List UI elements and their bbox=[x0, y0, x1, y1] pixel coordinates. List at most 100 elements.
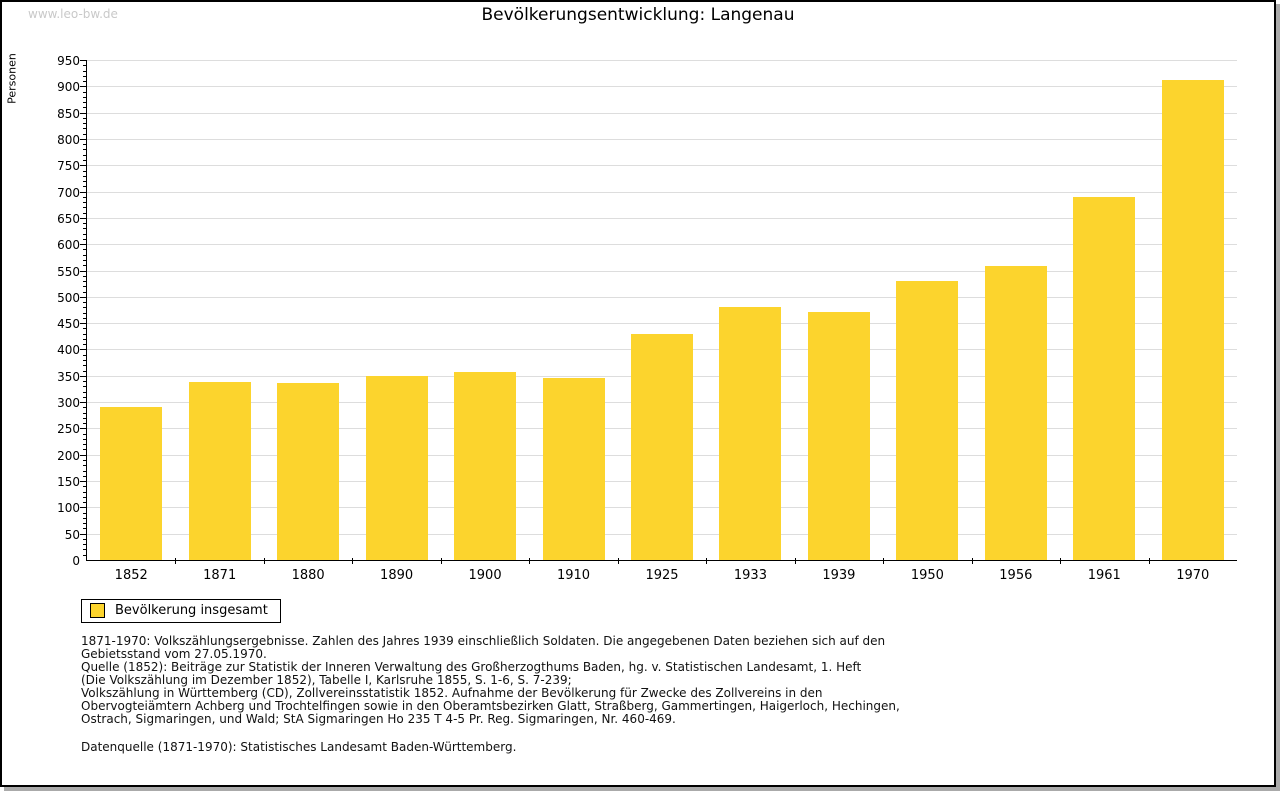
gridline bbox=[87, 138, 1237, 140]
y-tick-label: 100 bbox=[57, 501, 80, 516]
y-minor-tick bbox=[83, 223, 86, 225]
y-minor-tick bbox=[83, 370, 86, 372]
y-minor-tick bbox=[83, 365, 86, 367]
x-boundary-tick bbox=[706, 558, 708, 564]
bar-1970 bbox=[1161, 80, 1224, 560]
legend-swatch-icon bbox=[90, 603, 105, 618]
gridline bbox=[87, 244, 1237, 246]
y-minor-tick bbox=[83, 317, 86, 319]
x-boundary-tick bbox=[1060, 558, 1062, 564]
y-minor-tick bbox=[83, 554, 86, 556]
y-minor-tick bbox=[83, 133, 86, 135]
x-tick-label: 1933 bbox=[733, 568, 767, 583]
y-minor-tick bbox=[83, 123, 86, 125]
watermark: www.leo-bw.de bbox=[28, 7, 118, 21]
y-tick-label: 550 bbox=[57, 264, 80, 279]
y-minor-tick bbox=[83, 65, 86, 67]
y-minor-tick bbox=[83, 433, 86, 435]
y-major-tick bbox=[80, 323, 86, 325]
source-note-line: Ostrach, Sigmaringen, und Wald; StA Sigm… bbox=[81, 712, 676, 726]
plot-area: 1852 1871 1880 1890 1900 1910 1925 1933 1939 1950… bbox=[80, 60, 1237, 583]
y-major-tick bbox=[80, 402, 86, 404]
y-minor-tick bbox=[83, 181, 86, 183]
source-note-line: Gebietsstand vom 27.05.1970. bbox=[81, 647, 267, 661]
x-tick-label: 1956 bbox=[999, 568, 1033, 583]
y-minor-tick bbox=[83, 75, 86, 77]
x-tick-label: 1910 bbox=[556, 568, 591, 583]
x-tick-label: 1852 bbox=[114, 568, 148, 583]
y-minor-tick bbox=[83, 265, 86, 267]
y-minor-tick bbox=[83, 360, 86, 361]
source-note-line: Quelle (1852): Beiträge zur Statistik de… bbox=[81, 660, 862, 674]
y-minor-tick bbox=[83, 396, 86, 398]
y-minor-tick bbox=[83, 475, 86, 477]
y-minor-tick bbox=[83, 444, 86, 446]
x-tick-label: 1950 bbox=[910, 568, 944, 583]
source-note-line: 1871-1970: Volkszählungsergebnisse. Zahl… bbox=[81, 634, 886, 648]
y-major-tick bbox=[80, 481, 86, 483]
y-minor-tick bbox=[83, 512, 86, 514]
x-tick-label: 1961 bbox=[1087, 568, 1121, 583]
y-minor-tick bbox=[83, 344, 86, 346]
y-minor-tick bbox=[83, 175, 86, 177]
y-minor-tick bbox=[83, 465, 86, 467]
y-minor-tick bbox=[83, 302, 86, 304]
y-tick-label: 500 bbox=[57, 290, 80, 305]
y-minor-tick bbox=[83, 249, 86, 251]
gridline bbox=[87, 296, 1237, 298]
y-minor-tick bbox=[83, 117, 86, 119]
y-minor-tick bbox=[83, 538, 86, 540]
y-minor-tick bbox=[83, 528, 86, 530]
bar-1890 bbox=[365, 376, 428, 560]
gridline bbox=[87, 270, 1237, 272]
y-minor-tick bbox=[83, 417, 86, 419]
y-minor-tick bbox=[83, 307, 86, 309]
y-minor-tick bbox=[83, 233, 86, 235]
gridline bbox=[87, 217, 1237, 219]
y-minor-tick bbox=[83, 312, 86, 314]
y-minor-tick bbox=[83, 186, 86, 188]
y-minor-tick bbox=[83, 149, 86, 151]
y-tick-label: 350 bbox=[57, 369, 80, 384]
x-tick-label: 1890 bbox=[380, 568, 414, 583]
y-major-tick bbox=[80, 296, 86, 298]
y-tick-label: 300 bbox=[57, 396, 80, 411]
y-minor-tick bbox=[83, 144, 86, 146]
x-tick-label: 1925 bbox=[645, 568, 679, 583]
x-boundary-tick bbox=[175, 558, 177, 564]
y-minor-tick bbox=[83, 202, 86, 204]
y-tick-label: 650 bbox=[57, 211, 80, 226]
x-boundary-tick bbox=[352, 558, 354, 564]
bar-1910 bbox=[542, 378, 605, 560]
y-tick-label: 250 bbox=[57, 422, 80, 437]
source-note-line: Volkszählung in Württemberg (CD), Zollve… bbox=[81, 686, 823, 700]
y-tick-label: 0 bbox=[72, 554, 80, 568]
y-major-tick bbox=[80, 138, 86, 140]
x-boundary-tick bbox=[794, 558, 796, 564]
gridline bbox=[87, 86, 1237, 88]
y-minor-tick bbox=[83, 128, 86, 130]
y-tick-label: 400 bbox=[57, 343, 80, 358]
y-tick-label: 700 bbox=[57, 185, 80, 200]
y-minor-tick bbox=[83, 212, 86, 214]
y-tick-label: 50 bbox=[64, 527, 80, 542]
bar-1900 bbox=[454, 371, 517, 560]
y-tick-label: 200 bbox=[57, 448, 80, 463]
y-minor-tick bbox=[83, 544, 86, 546]
y-minor-tick bbox=[83, 91, 86, 93]
y-minor-tick bbox=[83, 407, 86, 409]
y-major-tick bbox=[80, 165, 86, 167]
y-minor-tick bbox=[83, 228, 86, 230]
y-minor-tick bbox=[83, 438, 86, 440]
x-boundary-tick bbox=[263, 558, 265, 564]
y-tick-label: 600 bbox=[57, 238, 80, 253]
bar-1939 bbox=[807, 311, 870, 560]
y-major-tick bbox=[80, 375, 86, 377]
y-minor-tick bbox=[83, 96, 86, 98]
y-minor-tick bbox=[83, 517, 86, 519]
x-boundary-tick bbox=[971, 558, 973, 564]
gridline bbox=[87, 112, 1237, 114]
x-tick-label: 1939 bbox=[822, 568, 856, 583]
bar-1871 bbox=[188, 381, 251, 560]
